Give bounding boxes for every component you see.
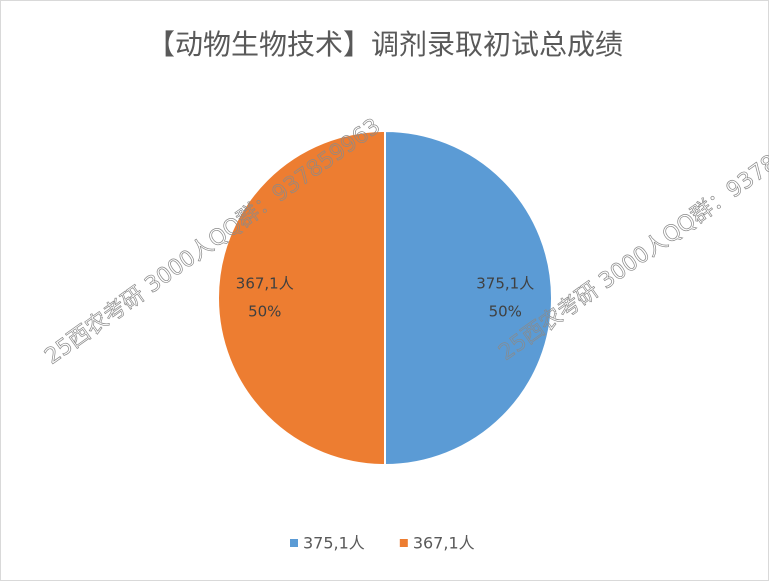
legend-swatch	[290, 539, 298, 547]
data-label-category: 367,1人	[236, 275, 294, 293]
legend-label: 375,1人	[303, 534, 365, 553]
data-label-category: 375,1人	[476, 275, 534, 293]
pie-slice	[384, 129, 553, 467]
legend: 375,1人 367,1人	[290, 534, 475, 553]
data-label-value: 50%	[248, 303, 281, 321]
legend-swatch	[399, 539, 408, 547]
pie-slice	[217, 129, 386, 467]
data-label-value: 50%	[489, 303, 522, 321]
chart-title: 【动物生物技术】调剂录取初试总成绩	[147, 28, 623, 61]
data-labels: 375,1人 50% 367,1人 50%	[236, 275, 534, 321]
legend-label: 367,1人	[413, 534, 475, 553]
pie	[217, 129, 553, 467]
